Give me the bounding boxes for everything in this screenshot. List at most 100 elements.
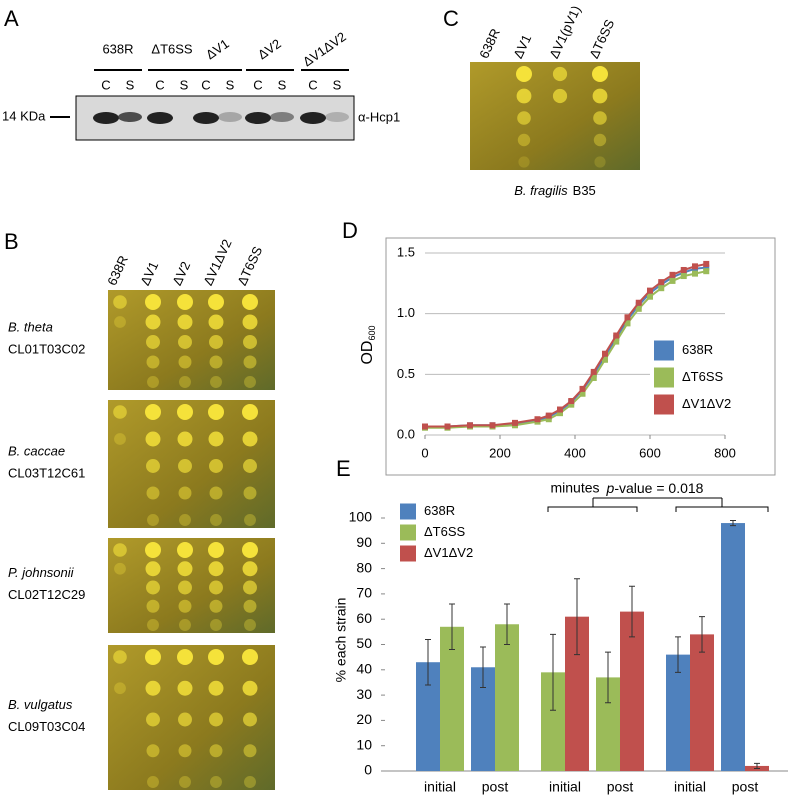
legend-swatch [400,545,416,562]
point [624,314,631,321]
point [613,338,620,345]
error-bar [699,616,705,653]
y-tick-label: 10 [356,736,372,752]
point [680,266,687,273]
strain-name: B35 [573,183,596,198]
colony-spot [177,314,193,330]
colony-spot [243,459,257,473]
colony-spot [208,294,224,310]
fraction-label: C [253,77,262,92]
colony-spot [113,650,127,664]
colony-spot [178,580,192,595]
y-tick-label: 0.5 [397,366,415,381]
colony-spot [242,680,258,696]
x-tick-label: 600 [639,445,661,460]
colony-spot [178,355,192,369]
error-bar [605,651,611,704]
point [512,419,518,426]
y-axis-label: OD600 [359,325,377,364]
colony-spot [209,599,223,613]
legend-swatch [400,503,416,520]
x-tick-label: post [607,779,634,795]
column-label: ΔT6SS [586,17,617,61]
legend-label: ΔV1ΔV2 [682,396,731,411]
point [534,416,541,423]
colony-spot [145,561,161,577]
y-axis-label-sub: 600 [367,325,377,340]
y-tick-label: 1.0 [397,305,415,320]
colony-spot [517,133,531,147]
colony-spot [242,294,258,310]
point [647,287,653,294]
legend-swatch [400,524,416,541]
colony-spot [145,314,161,330]
band [193,112,219,124]
point [545,412,552,419]
point [703,268,710,275]
fraction-label: C [155,77,164,92]
significance-bracket [547,497,769,512]
colony-spot [210,776,222,788]
legend-label: ΔT6SS [424,524,466,539]
colony-spot [177,542,193,558]
colony-spot [178,599,192,613]
y-tick-label: 0 [364,762,372,778]
colony-spot [243,580,257,595]
point [590,368,597,375]
point [669,271,676,278]
legend-swatch [654,340,674,361]
colony-spot [242,431,258,447]
y-tick-label: 90 [356,534,372,550]
colony-spot [179,776,191,788]
point [579,390,586,397]
colony-spot [177,294,193,310]
lane-label: 638R [102,41,133,56]
colony-spot [552,88,568,104]
colony-spot [177,431,193,447]
error-bar [629,585,635,638]
error-bar [425,638,431,686]
column-label: 638R [104,253,131,288]
panel-label: A [4,6,19,31]
colony-spot [178,335,192,349]
colony-spot [178,486,192,500]
x-tick-label: 400 [564,445,586,460]
point [658,285,665,292]
x-tick-label: 200 [489,445,511,460]
colony-spot [145,542,161,558]
colony-spot [177,680,193,696]
fraction-label: S [126,77,135,92]
colony-spot [113,295,127,309]
band [118,112,142,122]
colony-spot [179,619,191,631]
point [669,277,676,284]
colony-spot [243,712,257,727]
point [557,410,563,417]
colony-spot [243,355,257,369]
y-tick-label: 50 [356,635,372,651]
colony-spot [209,580,223,595]
lane-label: ΔT6SS [151,41,193,56]
colony-spot [210,619,222,631]
colony-spot [592,88,608,104]
colony-spot [594,156,606,168]
colony-spot [179,376,191,388]
annotation-text: -value = 0.018 [614,480,703,496]
legend-label: 638R [682,342,713,357]
point [692,263,698,270]
fraction-label: C [101,77,110,92]
y-axis-label: % each strain [333,598,349,683]
colony-spot [114,433,126,445]
panel-label: E [336,456,351,481]
colony-spot [146,580,160,595]
bar [440,626,464,771]
lane-label: ΔV1 [203,36,232,62]
band [325,112,349,122]
legend-label: 638R [424,503,455,518]
colony-spot [114,562,126,575]
strain-name: CL09T03C04 [8,719,85,734]
annotation: p-value = 0.018 [606,480,704,496]
x-tick-label: 0 [421,445,428,460]
colony-spot [244,514,256,526]
